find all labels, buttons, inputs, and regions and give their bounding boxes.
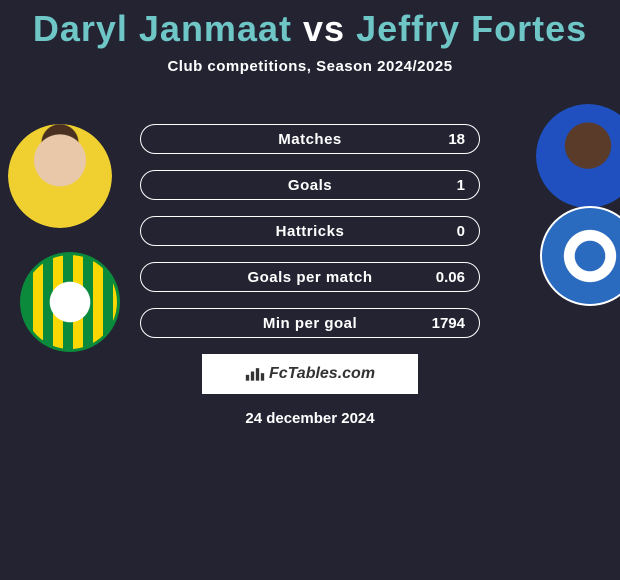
player2-photo [536, 104, 620, 208]
player2-avatar [536, 104, 620, 208]
stat-label: Goals [141, 177, 479, 194]
player1-avatar [8, 124, 112, 228]
stat-row-mpg: Min per goal 1794 [140, 308, 480, 338]
stat-value-right: 0 [457, 223, 465, 240]
snapshot-date: 24 december 2024 [0, 410, 620, 427]
stat-value-right: 18 [448, 131, 465, 148]
stat-row-matches: Matches 18 [140, 124, 480, 154]
stat-row-goals: Goals 1 [140, 170, 480, 200]
club2-crest [540, 206, 620, 306]
stat-value-right: 1 [457, 177, 465, 194]
stat-row-gpm: Goals per match 0.06 [140, 262, 480, 292]
stat-label: Matches [141, 131, 479, 148]
player1-name: Daryl Janmaat [33, 8, 292, 49]
season-subtitle: Club competitions, Season 2024/2025 [0, 58, 620, 75]
stat-value-right: 0.06 [436, 269, 465, 286]
comparison-title: Daryl Janmaat vs Jeffry Fortes [0, 0, 620, 50]
brand-text: FcTables.com [269, 365, 375, 383]
brand-badge: FcTables.com [202, 354, 418, 394]
stat-label: Goals per match [141, 269, 479, 286]
stat-row-hattricks: Hattricks 0 [140, 216, 480, 246]
stat-label: Min per goal [141, 315, 479, 332]
vs-text: vs [303, 8, 345, 49]
stat-value-right: 1794 [432, 315, 465, 332]
player1-photo [8, 124, 112, 228]
player2-name: Jeffry Fortes [356, 8, 587, 49]
bar-chart-icon [245, 366, 265, 382]
club1-crest [20, 252, 120, 352]
stats-panel: Matches 18 Goals 1 Hattricks 0 Goals per… [140, 124, 480, 354]
stat-label: Hattricks [141, 223, 479, 240]
